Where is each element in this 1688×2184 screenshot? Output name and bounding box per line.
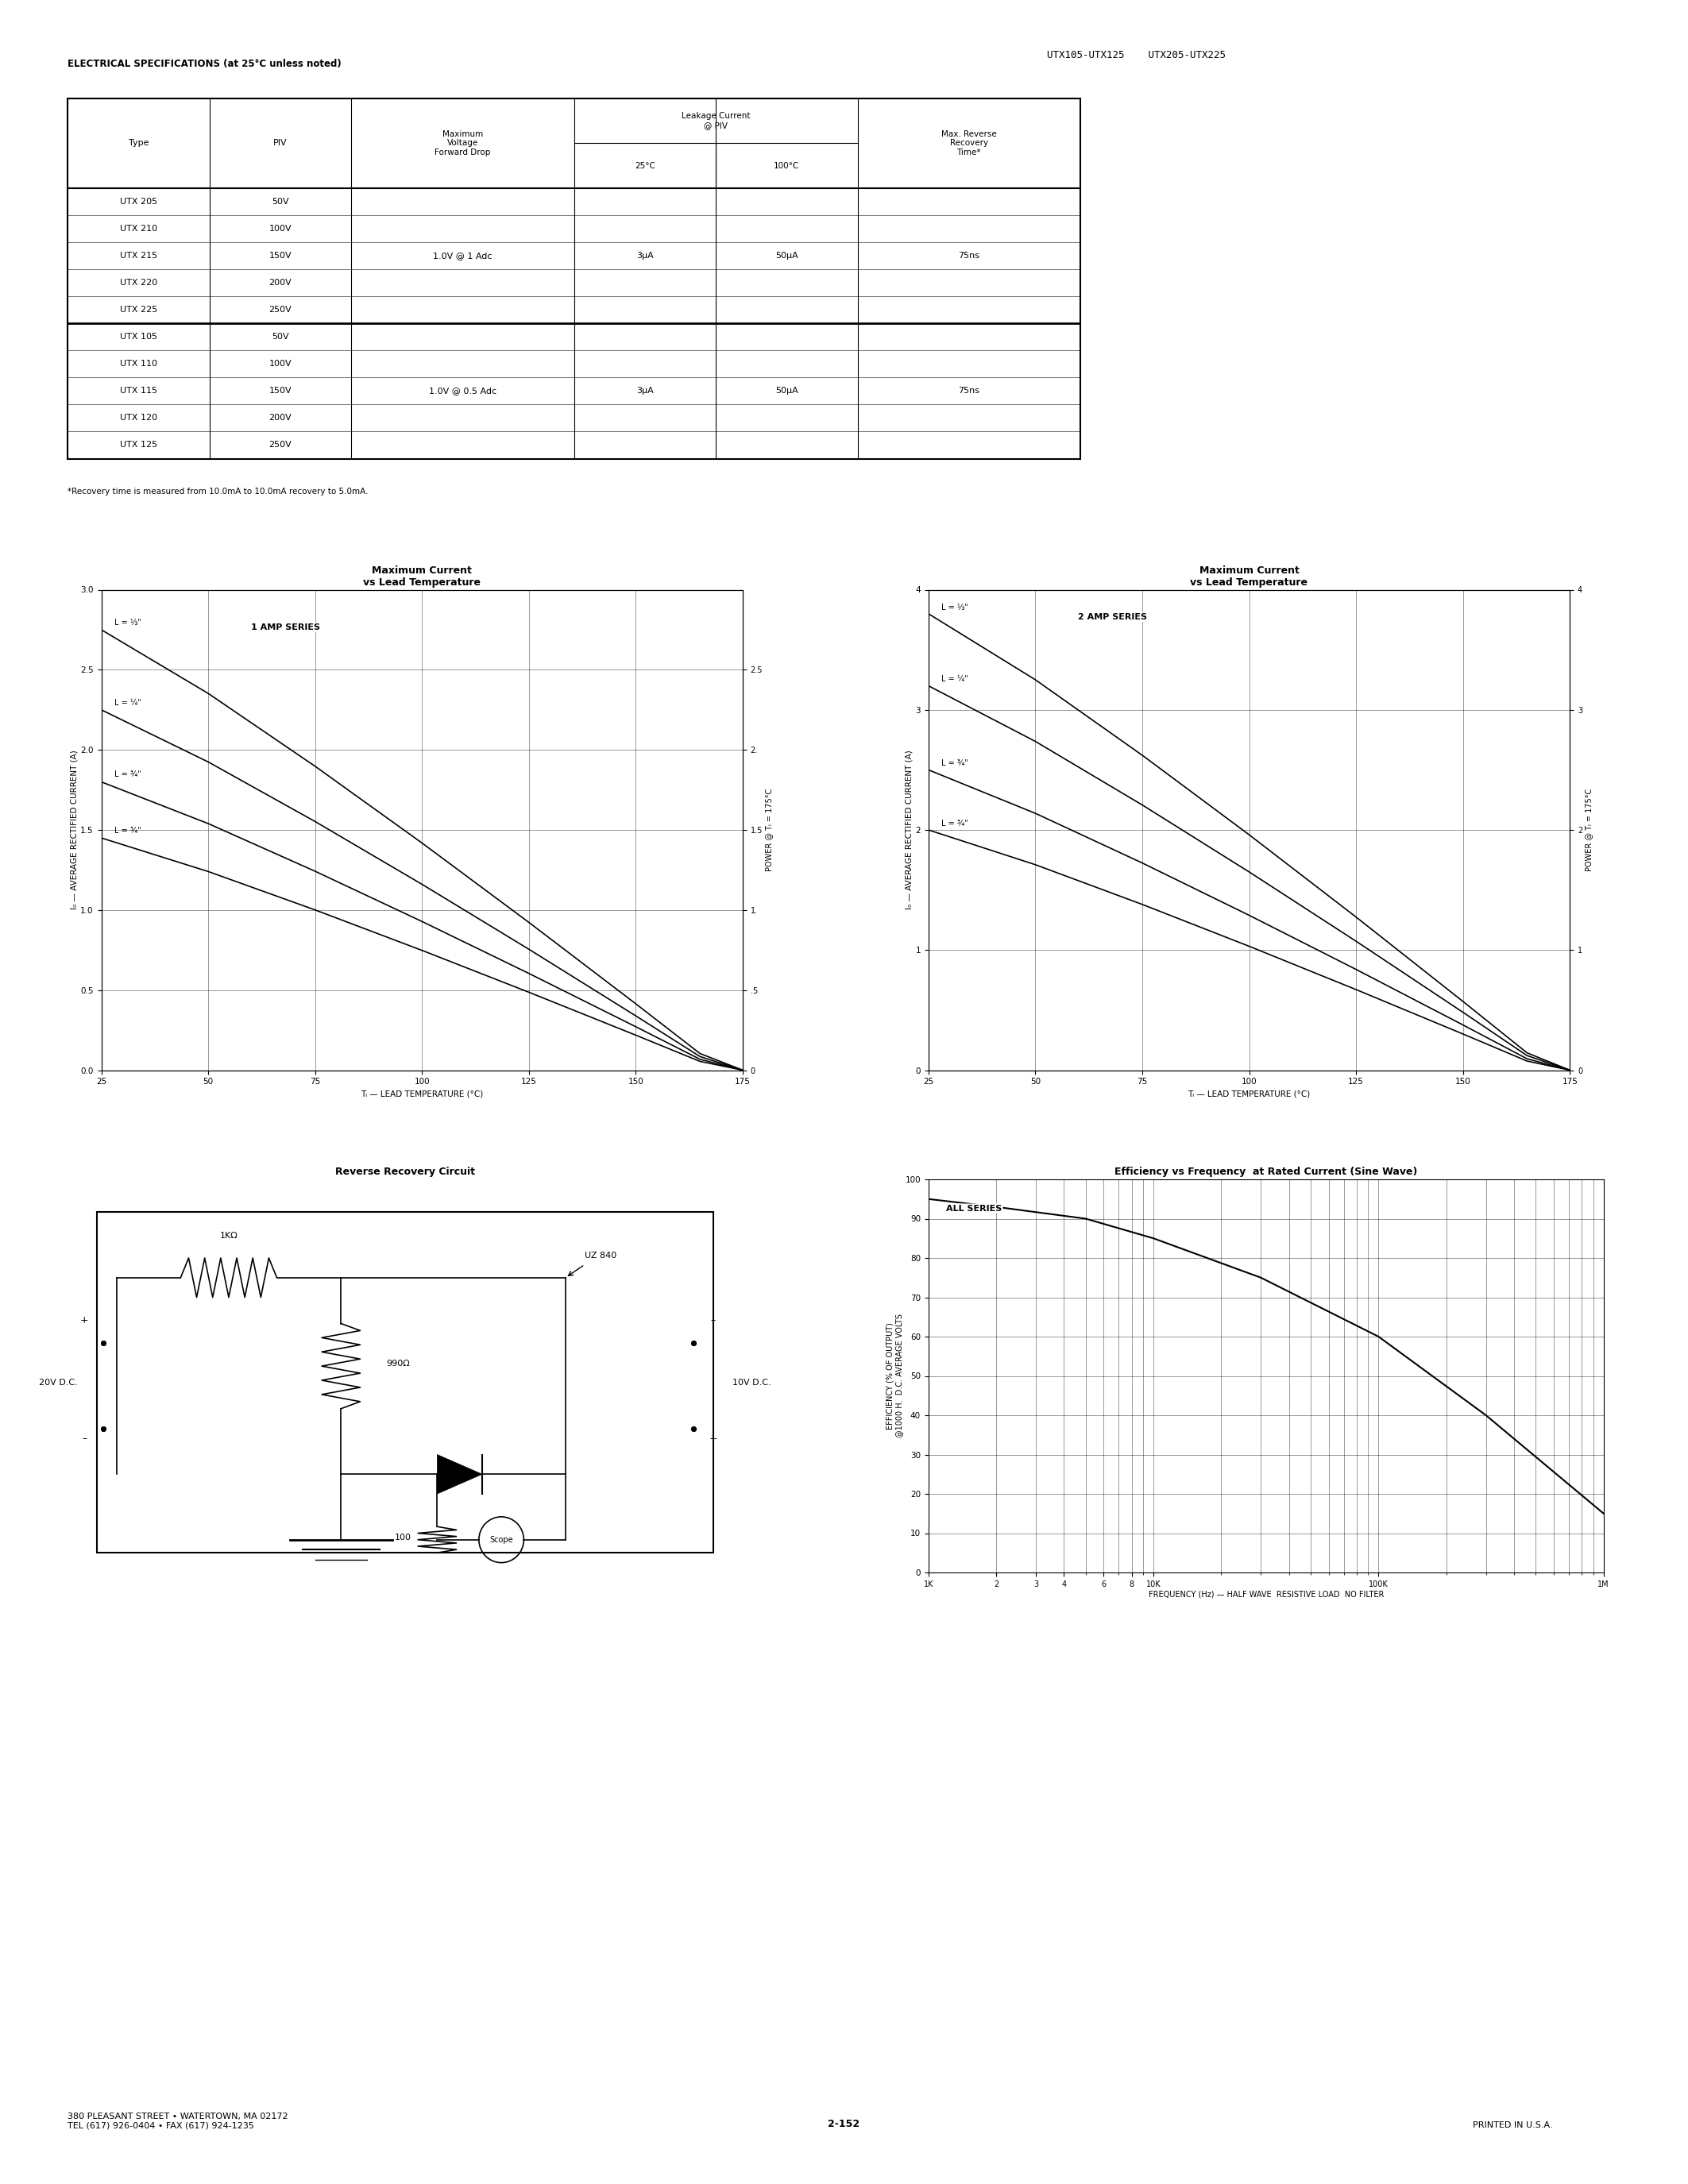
Y-axis label: POWER @ Tₗ = 175°C: POWER @ Tₗ = 175°C — [765, 788, 773, 871]
Text: 75ns: 75ns — [959, 251, 979, 260]
Text: L = ¾": L = ¾" — [942, 760, 969, 767]
Text: +: + — [81, 1315, 88, 1326]
Text: –: – — [711, 1315, 716, 1326]
Title: Maximum Current
vs Lead Temperature: Maximum Current vs Lead Temperature — [1190, 566, 1308, 587]
Text: UTX 105: UTX 105 — [120, 332, 157, 341]
Text: ALL SERIES: ALL SERIES — [947, 1203, 1003, 1212]
Text: 50μA: 50μA — [775, 387, 798, 395]
X-axis label: Tₗ — LEAD TEMPERATURE (°C): Tₗ — LEAD TEMPERATURE (°C) — [361, 1090, 483, 1099]
Text: 1KΩ: 1KΩ — [219, 1232, 238, 1241]
Text: 3μA: 3μA — [636, 387, 653, 395]
Text: ELECTRICAL SPECIFICATIONS (at 25°C unless noted): ELECTRICAL SPECIFICATIONS (at 25°C unles… — [68, 59, 341, 70]
Text: 100°C: 100°C — [773, 162, 800, 170]
Text: 200V: 200V — [268, 415, 292, 422]
Text: –: – — [83, 1433, 86, 1444]
Text: UTX 210: UTX 210 — [120, 225, 157, 234]
Text: UTX105-UTX125    UTX205-UTX225: UTX105-UTX125 UTX205-UTX225 — [1047, 50, 1225, 61]
Text: 1.0V @ 0.5 Adc: 1.0V @ 0.5 Adc — [429, 387, 496, 395]
Text: UTX 225: UTX 225 — [120, 306, 157, 314]
Bar — [98, 1212, 712, 1553]
Title: Reverse Recovery Circuit: Reverse Recovery Circuit — [336, 1166, 474, 1177]
Text: 50V: 50V — [272, 199, 289, 205]
Text: Type: Type — [128, 140, 149, 146]
Text: UTX 120: UTX 120 — [120, 415, 157, 422]
Text: PIV: PIV — [273, 140, 287, 146]
Text: 20V D.C.: 20V D.C. — [39, 1378, 78, 1387]
Title: Efficiency vs Frequency  at Rated Current (Sine Wave): Efficiency vs Frequency at Rated Current… — [1114, 1166, 1418, 1177]
Text: L = ⅓": L = ⅓" — [115, 618, 142, 627]
Text: UTX 205: UTX 205 — [120, 199, 157, 205]
Text: 2 AMP SERIES: 2 AMP SERIES — [1079, 614, 1148, 620]
Text: 3μA: 3μA — [636, 251, 653, 260]
Text: Maximum
Voltage
Forward Drop: Maximum Voltage Forward Drop — [434, 131, 491, 157]
Text: UTX 110: UTX 110 — [120, 360, 157, 369]
Text: 250V: 250V — [268, 441, 292, 450]
Text: UTX 215: UTX 215 — [120, 251, 157, 260]
Y-axis label: EFFICIENCY (% OF OUTPUT)
@1000 H.  D.C. AVERAGE VOLTS: EFFICIENCY (% OF OUTPUT) @1000 H. D.C. A… — [886, 1315, 903, 1437]
Text: 100V: 100V — [268, 225, 292, 234]
Title: Maximum Current
vs Lead Temperature: Maximum Current vs Lead Temperature — [363, 566, 481, 587]
Text: 10V D.C.: 10V D.C. — [733, 1378, 771, 1387]
Text: L = ¾": L = ¾" — [115, 828, 142, 834]
Text: 990Ω: 990Ω — [387, 1361, 410, 1367]
Text: 100V: 100V — [268, 360, 292, 369]
Text: 1.0V @ 1 Adc: 1.0V @ 1 Adc — [432, 251, 493, 260]
Text: UTX 220: UTX 220 — [120, 280, 157, 286]
Text: 50μA: 50μA — [775, 251, 798, 260]
Text: UTX 125: UTX 125 — [120, 441, 157, 450]
Text: *Recovery time is measured from 10.0mA to 10.0mA recovery to 5.0mA.: *Recovery time is measured from 10.0mA t… — [68, 487, 368, 496]
Polygon shape — [437, 1455, 483, 1494]
Text: 250V: 250V — [268, 306, 292, 314]
Text: 100: 100 — [395, 1533, 412, 1542]
Text: 150V: 150V — [268, 251, 292, 260]
Text: L = ⅓": L = ⅓" — [942, 603, 969, 612]
Text: 25°C: 25°C — [635, 162, 655, 170]
Text: 380 PLEASANT STREET • WATERTOWN, MA 02172
TEL (617) 926-0404 • FAX (617) 924-123: 380 PLEASANT STREET • WATERTOWN, MA 0217… — [68, 2112, 289, 2129]
X-axis label: Tₗ — LEAD TEMPERATURE (°C): Tₗ — LEAD TEMPERATURE (°C) — [1188, 1090, 1310, 1099]
Text: UZ 840: UZ 840 — [584, 1251, 616, 1260]
Text: 1 AMP SERIES: 1 AMP SERIES — [252, 622, 321, 631]
Text: Max. Reverse
Recovery
Time*: Max. Reverse Recovery Time* — [942, 131, 996, 157]
Text: L = ¾": L = ¾" — [115, 771, 142, 780]
Text: 200V: 200V — [268, 280, 292, 286]
Text: Leakage Current
@ PIV: Leakage Current @ PIV — [682, 111, 749, 129]
Text: Scope: Scope — [490, 1535, 513, 1544]
Text: PRINTED IN U.S.A.: PRINTED IN U.S.A. — [1474, 2121, 1553, 2129]
Text: L = ¾": L = ¾" — [942, 819, 969, 828]
Text: 2-152: 2-152 — [829, 2118, 859, 2129]
Y-axis label: I₀ — AVERAGE RECTIFIED CURRENT (A): I₀ — AVERAGE RECTIFIED CURRENT (A) — [905, 751, 913, 909]
Text: L = ¼": L = ¼" — [115, 699, 142, 708]
Y-axis label: POWER @ Tₗ = 175°C: POWER @ Tₗ = 175°C — [1585, 788, 1593, 871]
Text: 75ns: 75ns — [959, 387, 979, 395]
Text: 50V: 50V — [272, 332, 289, 341]
Text: +: + — [709, 1433, 717, 1444]
Text: 150V: 150V — [268, 387, 292, 395]
Y-axis label: I₀ — AVERAGE RECTIFIED CURRENT (A): I₀ — AVERAGE RECTIFIED CURRENT (A) — [71, 751, 78, 909]
Text: UTX 115: UTX 115 — [120, 387, 157, 395]
Text: L = ¼": L = ¼" — [942, 675, 969, 684]
X-axis label: FREQUENCY (Hz) — HALF WAVE  RESISTIVE LOAD  NO FILTER: FREQUENCY (Hz) — HALF WAVE RESISTIVE LOA… — [1148, 1590, 1384, 1599]
